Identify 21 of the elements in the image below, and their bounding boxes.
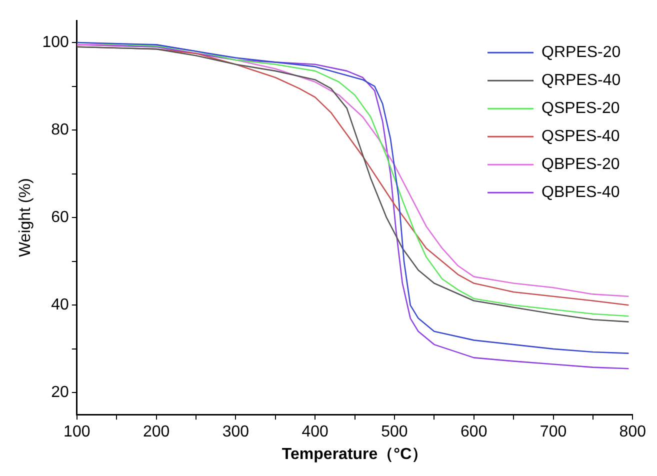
x-tick-label: 700 (540, 424, 567, 441)
x-tick-label: 600 (460, 424, 488, 441)
x-axis-title: Temperature（°C） (282, 446, 428, 463)
x-tick-label: 300 (222, 424, 250, 441)
legend-label: QBPES-40 (542, 184, 620, 202)
legend-label: QBPES-20 (542, 156, 620, 174)
y-tick-label: 100 (42, 34, 69, 51)
x-tick-label: 100 (64, 424, 90, 441)
legend-label: QRPES-20 (542, 44, 621, 62)
y-tick-label: 20 (51, 384, 69, 402)
legend-label: QSPES-20 (542, 100, 620, 118)
y-tick-label: 80 (51, 121, 69, 138)
x-tick-label: 500 (381, 424, 408, 441)
x-tick-label: 400 (302, 424, 329, 441)
y-tick-label: 60 (51, 209, 69, 226)
y-axis-title: Weight (%) (17, 178, 34, 258)
legend-label: QSPES-40 (542, 128, 620, 146)
y-tick-label: 40 (51, 296, 69, 314)
legend-label: QRPES-40 (542, 72, 621, 90)
x-tick-label: 800 (619, 424, 646, 441)
x-tick-label: 200 (142, 424, 170, 441)
